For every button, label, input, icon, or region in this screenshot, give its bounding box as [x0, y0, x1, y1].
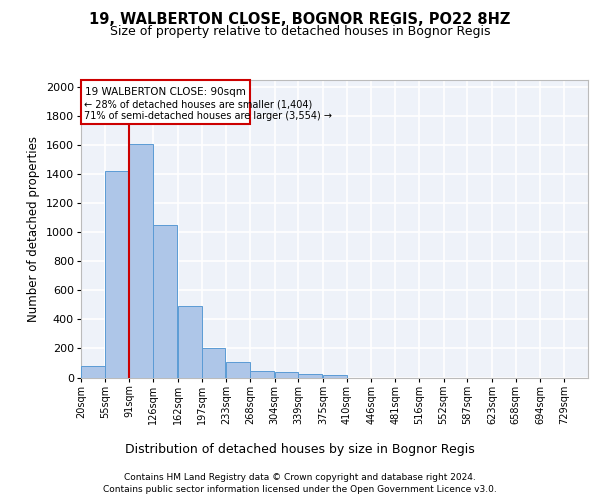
Bar	[250, 370, 274, 378]
Text: Contains HM Land Registry data © Crown copyright and database right 2024.: Contains HM Land Registry data © Crown c…	[124, 472, 476, 482]
Bar	[81, 366, 105, 378]
Bar	[202, 348, 226, 378]
FancyBboxPatch shape	[81, 80, 250, 124]
Bar	[298, 374, 322, 378]
Bar	[153, 225, 177, 378]
Bar	[130, 144, 153, 378]
Bar	[226, 362, 250, 378]
Text: 71% of semi-detached houses are larger (3,554) →: 71% of semi-detached houses are larger (…	[83, 111, 332, 121]
Text: ← 28% of detached houses are smaller (1,404): ← 28% of detached houses are smaller (1,…	[83, 100, 312, 110]
Text: 19, WALBERTON CLOSE, BOGNOR REGIS, PO22 8HZ: 19, WALBERTON CLOSE, BOGNOR REGIS, PO22 …	[89, 12, 511, 28]
Text: Size of property relative to detached houses in Bognor Regis: Size of property relative to detached ho…	[110, 25, 490, 38]
Bar	[105, 172, 129, 378]
Text: Contains public sector information licensed under the Open Government Licence v3: Contains public sector information licen…	[103, 485, 497, 494]
Text: 19 WALBERTON CLOSE: 90sqm: 19 WALBERTON CLOSE: 90sqm	[85, 88, 246, 98]
Y-axis label: Number of detached properties: Number of detached properties	[28, 136, 40, 322]
Bar	[275, 372, 298, 378]
Bar	[178, 306, 202, 378]
Text: Distribution of detached houses by size in Bognor Regis: Distribution of detached houses by size …	[125, 442, 475, 456]
Bar	[323, 375, 347, 378]
